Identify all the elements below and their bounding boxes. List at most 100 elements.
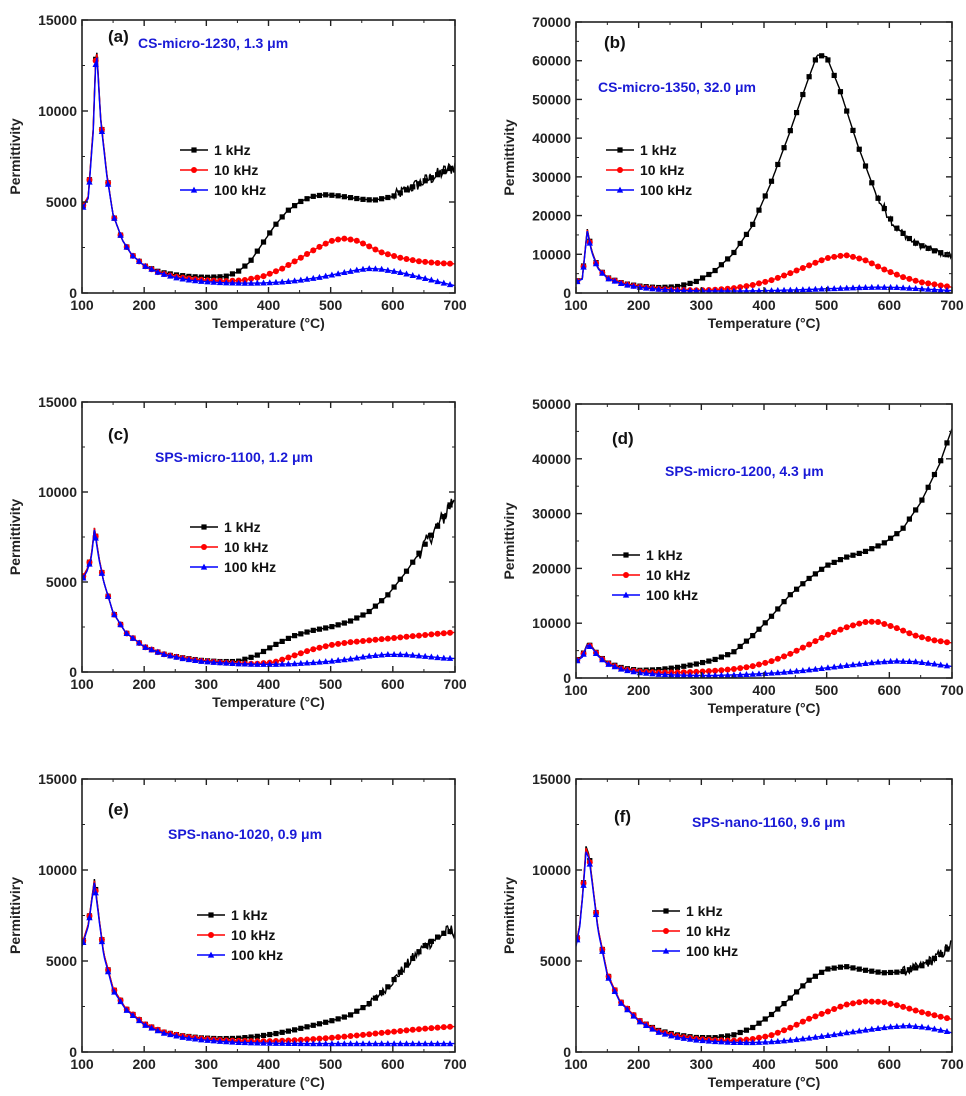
- data-point-1-khz: [737, 240, 743, 247]
- data-point-100-khz: [856, 1027, 863, 1034]
- data-point-10-khz: [322, 643, 329, 650]
- data-point-10-khz: [378, 1029, 385, 1036]
- legend-marker: [622, 591, 630, 598]
- data-point-10-khz: [749, 663, 756, 670]
- data-point-1-khz: [944, 440, 950, 446]
- data-point-1-khz: [693, 278, 699, 285]
- data-point-10-khz: [843, 252, 850, 259]
- data-point-100-khz: [856, 660, 863, 667]
- data-point-10-khz: [291, 258, 298, 265]
- data-point-100-khz: [179, 655, 186, 662]
- data-point-1-khz: [725, 256, 731, 262]
- legend-entry-10-khz: 10 kHz: [197, 927, 275, 943]
- data-point-10-khz: [372, 636, 379, 643]
- data-point-10-khz: [793, 647, 800, 654]
- data-point-10-khz: [322, 1035, 329, 1042]
- data-point-10-khz: [304, 251, 311, 258]
- data-point-10-khz: [341, 640, 348, 647]
- data-point-10-khz: [391, 253, 398, 260]
- data-point-100-khz: [285, 660, 292, 667]
- data-point-10-khz: [297, 650, 304, 657]
- data-point-1-khz: [223, 273, 229, 279]
- y-tick-label: 50000: [532, 396, 571, 412]
- data-point-100-khz: [680, 671, 687, 678]
- data-point-10-khz: [787, 1024, 794, 1031]
- legend-entry-10-khz: 10 kHz: [652, 923, 730, 939]
- legend-label: 1 kHz: [224, 519, 261, 535]
- x-tick-label: 700: [443, 1056, 467, 1072]
- data-point-1-khz: [837, 964, 844, 970]
- data-point-100-khz: [787, 668, 794, 675]
- legend-marker: [663, 908, 669, 914]
- y-tick-label: 0: [69, 285, 77, 301]
- data-point-100-khz: [359, 653, 367, 660]
- data-point-100-khz: [711, 1038, 719, 1045]
- data-point-1-khz: [931, 955, 938, 962]
- data-point-100-khz: [576, 657, 581, 664]
- data-point-100-khz: [92, 534, 99, 541]
- data-point-10-khz: [378, 636, 385, 643]
- y-tick-label: 0: [69, 664, 77, 680]
- legend-label: 1 kHz: [646, 547, 683, 563]
- data-point-1-khz: [422, 178, 428, 184]
- data-point-1-khz: [379, 196, 385, 202]
- data-point-100-khz: [278, 278, 286, 285]
- x-tick-label: 300: [690, 682, 714, 698]
- data-point-100-khz: [434, 278, 441, 285]
- data-point-1-khz: [279, 1029, 285, 1035]
- data-point-100-khz: [104, 592, 112, 599]
- data-point-1-khz: [875, 543, 881, 549]
- data-point-1-khz: [750, 1024, 756, 1031]
- y-axis-title: Permittiviry: [501, 502, 517, 579]
- data-point-1-khz: [385, 592, 391, 598]
- data-point-1-khz: [329, 1018, 335, 1024]
- data-point-10-khz: [297, 254, 304, 261]
- data-point-1-khz: [242, 656, 248, 662]
- data-point-100-khz: [216, 279, 224, 286]
- data-point-100-khz: [617, 279, 625, 286]
- data-point-100-khz: [799, 286, 807, 293]
- data-point-1-khz: [341, 1014, 347, 1020]
- legend-label: 100 kHz: [640, 182, 692, 198]
- data-point-10-khz: [893, 625, 900, 632]
- data-point-10-khz: [900, 274, 907, 281]
- data-point-100-khz: [780, 668, 788, 675]
- data-point-10-khz: [912, 1007, 919, 1014]
- data-point-1-khz: [825, 57, 831, 63]
- y-tick-label: 0: [563, 285, 571, 301]
- data-point-100-khz: [762, 1038, 769, 1045]
- data-point-100-khz: [117, 231, 124, 238]
- data-point-10-khz: [806, 1015, 813, 1022]
- data-point-10-khz: [254, 274, 261, 281]
- data-point-10-khz: [422, 1025, 429, 1032]
- data-point-100-khz: [843, 284, 850, 291]
- data-point-10-khz: [310, 247, 317, 254]
- data-point-100-khz: [862, 1026, 869, 1033]
- data-point-1-khz: [366, 1000, 372, 1007]
- data-point-100-khz: [198, 1036, 205, 1043]
- data-point-100-khz: [123, 629, 130, 636]
- data-point-1-khz: [687, 280, 693, 286]
- data-point-100-khz: [316, 658, 323, 665]
- x-tick-label: 600: [878, 297, 902, 313]
- data-point-10-khz: [887, 269, 894, 276]
- data-point-100-khz: [580, 881, 587, 888]
- data-point-10-khz: [447, 1023, 454, 1030]
- data-point-10-khz: [737, 665, 744, 672]
- data-point-100-khz: [266, 279, 273, 286]
- sample-title: SPS-nano-1020, 0.9 μm: [168, 826, 322, 842]
- y-tick-label: 15000: [38, 394, 77, 410]
- data-point-10-khz: [353, 237, 360, 244]
- data-point-100-khz: [160, 270, 168, 277]
- data-point-1-khz: [743, 231, 750, 238]
- data-point-10-khz: [718, 667, 725, 674]
- data-point-100-khz: [617, 665, 625, 672]
- data-point-100-khz: [686, 671, 694, 678]
- data-point-100-khz: [341, 1040, 348, 1047]
- data-point-10-khz: [812, 1013, 819, 1020]
- data-point-100-khz: [247, 660, 255, 667]
- y-axis-title: Permittiviry: [501, 877, 517, 954]
- data-point-1-khz: [913, 965, 919, 971]
- data-point-10-khz: [831, 253, 838, 260]
- panel-label: (c): [108, 425, 129, 444]
